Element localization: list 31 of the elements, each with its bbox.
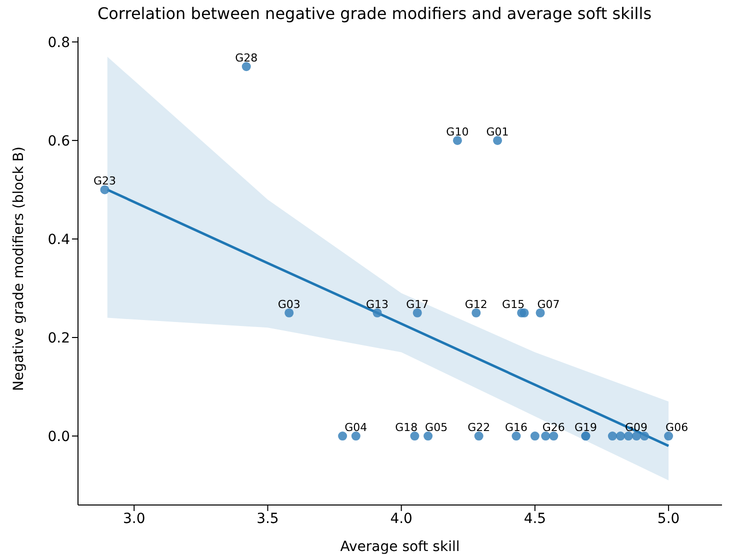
x-tick-label: 4.5 — [524, 510, 546, 527]
annotation: G07 — [537, 298, 560, 311]
y-tick-label: 0.8 — [48, 34, 70, 51]
y-tick-label: 0.0 — [48, 429, 70, 445]
annotation: G28 — [235, 52, 258, 65]
annotation: G22 — [468, 421, 490, 434]
annotation: G19 — [574, 421, 597, 434]
annotation: G17 — [406, 298, 429, 311]
annotation: G03 — [278, 298, 300, 311]
x-tick-label: 4.0 — [390, 510, 412, 527]
annotation: G26 — [542, 421, 565, 434]
y-tick-label: 0.2 — [48, 330, 70, 346]
x-tick-label: 3.5 — [256, 510, 279, 527]
x-tick-label: 3.0 — [122, 510, 146, 527]
annotation: G06 — [666, 421, 688, 434]
annotation: G15 — [502, 298, 525, 311]
annotation: G18 — [395, 421, 418, 434]
x-tick-label: 5.0 — [657, 510, 680, 527]
annotation: G12 — [464, 298, 488, 311]
y-axis-title: Negative grade modifiers (block B) — [10, 146, 27, 391]
chart-title: Correlation between negative grade modifiers and average soft skills — [96, 4, 653, 23]
annotation: G04 — [344, 421, 368, 434]
annotation: G13 — [366, 298, 389, 311]
x-axis-title: Average soft skill — [340, 539, 460, 555]
annotation: G01 — [486, 125, 509, 138]
annotation: G16 — [504, 421, 528, 434]
y-tick-label: 0.4 — [48, 232, 70, 248]
annotation: G23 — [93, 174, 116, 188]
annotation: G05 — [425, 421, 448, 434]
annotation: G10 — [446, 125, 469, 138]
y-tick-label: 0.6 — [48, 133, 70, 150]
